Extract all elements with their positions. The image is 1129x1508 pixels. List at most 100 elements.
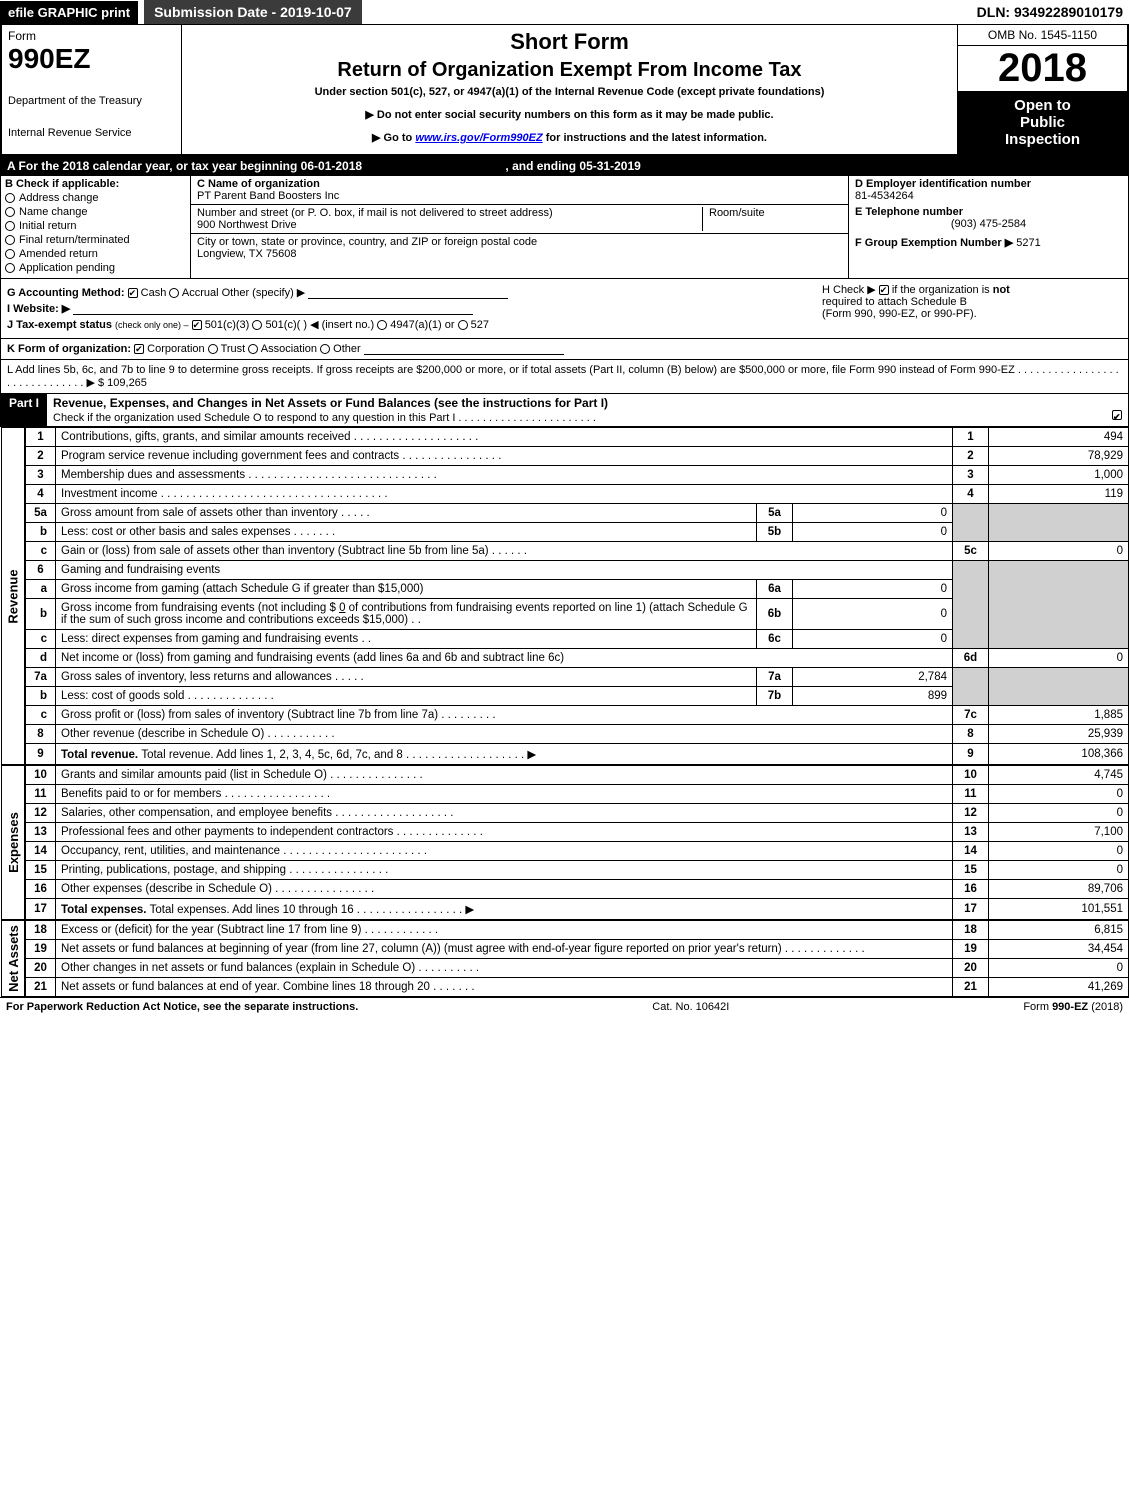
checkbox-icon[interactable] bbox=[5, 263, 15, 273]
checkbox-cash-icon[interactable] bbox=[128, 288, 138, 298]
line-sub: b bbox=[26, 523, 56, 542]
line-num: 20 bbox=[26, 959, 56, 978]
line-num: 9 bbox=[26, 744, 56, 765]
chk-name-change[interactable]: Name change bbox=[5, 206, 186, 218]
shaded-cell bbox=[989, 668, 1129, 706]
line-desc: Less: cost of goods sold . . . . . . . .… bbox=[56, 687, 757, 706]
line-box: 3 bbox=[953, 466, 989, 485]
phone-label: E Telephone number bbox=[855, 206, 1122, 218]
line-desc: Gross income from fundraising events (no… bbox=[56, 599, 757, 630]
website-input[interactable] bbox=[73, 303, 473, 315]
line-desc: Other expenses (describe in Schedule O) … bbox=[56, 880, 953, 899]
j-opt1: 501(c)(3) bbox=[205, 319, 250, 331]
other-specify-input[interactable] bbox=[308, 287, 508, 299]
line-15: 15Printing, publications, postage, and s… bbox=[26, 861, 1129, 880]
part1-header: Part I Revenue, Expenses, and Changes in… bbox=[0, 394, 1129, 427]
line-amt: 89,706 bbox=[989, 880, 1129, 899]
line-desc: Total revenue. Total revenue. Add lines … bbox=[56, 744, 953, 765]
chk-application-pending[interactable]: Application pending bbox=[5, 262, 186, 274]
line-amt: 0 bbox=[989, 542, 1129, 561]
chk-amended-return[interactable]: Amended return bbox=[5, 248, 186, 260]
line-box: 6d bbox=[953, 649, 989, 668]
ein-value: 81-4534264 bbox=[855, 190, 1122, 202]
line-num: 6 bbox=[26, 561, 56, 580]
i-label: I Website: ▶ bbox=[7, 303, 70, 315]
chk-final-return[interactable]: Final return/terminated bbox=[5, 234, 186, 246]
efile-print-tab[interactable]: efile GRAPHIC print bbox=[0, 1, 138, 24]
dept-irs: Internal Revenue Service bbox=[8, 127, 175, 139]
line-desc: Program service revenue including govern… bbox=[56, 447, 953, 466]
addr-row: Number and street (or P. O. box, if mail… bbox=[191, 205, 848, 234]
line-num: 3 bbox=[26, 466, 56, 485]
city-row: City or town, state or province, country… bbox=[191, 234, 848, 262]
line-box: 11 bbox=[953, 785, 989, 804]
chk-address-change[interactable]: Address change bbox=[5, 192, 186, 204]
page-footer: For Paperwork Reduction Act Notice, see … bbox=[0, 997, 1129, 1016]
k-other-input[interactable] bbox=[364, 343, 564, 355]
line-desc: Benefits paid to or for members . . . . … bbox=[56, 785, 953, 804]
chk-label: Initial return bbox=[19, 220, 76, 232]
line-desc: Other changes in net assets or fund bala… bbox=[56, 959, 953, 978]
line-20: 20Other changes in net assets or fund ba… bbox=[26, 959, 1129, 978]
checkbox-other-icon[interactable] bbox=[320, 344, 330, 354]
inner-box: 7b bbox=[757, 687, 793, 706]
footer-left: For Paperwork Reduction Act Notice, see … bbox=[6, 1001, 358, 1013]
net-assets-table: 18Excess or (deficit) for the year (Subt… bbox=[25, 920, 1129, 997]
checkbox-accrual-icon[interactable] bbox=[169, 288, 179, 298]
checkbox-corp-icon[interactable] bbox=[134, 344, 144, 354]
footer-right: Form 990-EZ (2018) bbox=[1023, 1001, 1123, 1013]
line-sub: c bbox=[26, 630, 56, 649]
checkbox-icon[interactable] bbox=[879, 285, 889, 295]
checkbox-527-icon[interactable] bbox=[458, 320, 468, 330]
header-right: OMB No. 1545-1150 2018 Open to Public In… bbox=[957, 25, 1127, 154]
line-desc: Gain or (loss) from sale of assets other… bbox=[56, 542, 953, 561]
checkbox-4947-icon[interactable] bbox=[377, 320, 387, 330]
org-name-row: C Name of organization PT Parent Band Bo… bbox=[191, 176, 848, 205]
instruction-line-1: ▶ Do not enter social security numbers o… bbox=[190, 108, 949, 121]
chk-label: Name change bbox=[19, 206, 88, 218]
net-assets-side-label: Net Assets bbox=[1, 920, 25, 997]
inner-amt: 0 bbox=[793, 599, 953, 630]
line-box: 16 bbox=[953, 880, 989, 899]
checkbox-trust-icon[interactable] bbox=[208, 344, 218, 354]
line-desc: Contributions, gifts, grants, and simila… bbox=[56, 428, 953, 447]
checkbox-icon[interactable] bbox=[5, 235, 15, 245]
checkbox-501c-icon[interactable] bbox=[252, 320, 262, 330]
checkbox-icon[interactable] bbox=[5, 249, 15, 259]
line-box: 1 bbox=[953, 428, 989, 447]
checkbox-icon[interactable] bbox=[5, 207, 15, 217]
part1-checkbox-icon[interactable] bbox=[1112, 410, 1122, 420]
revenue-label-text: Revenue bbox=[6, 569, 21, 623]
section-b: B Check if applicable: Address change Na… bbox=[1, 176, 191, 278]
line-sub: b bbox=[26, 599, 56, 630]
footer-mid: Cat. No. 10642I bbox=[652, 1001, 729, 1013]
line-box: 10 bbox=[953, 766, 989, 785]
checkbox-icon[interactable] bbox=[5, 221, 15, 231]
form-label: Form bbox=[8, 29, 175, 43]
line-desc: Net assets or fund balances at end of ye… bbox=[56, 978, 953, 997]
irs-link[interactable]: www.irs.gov/Form990EZ bbox=[415, 132, 542, 144]
j-opt2: 501(c)( ) bbox=[265, 319, 307, 331]
group-exemption-value: 5271 bbox=[1016, 237, 1040, 249]
line-num: 16 bbox=[26, 880, 56, 899]
revenue-section: Revenue 1Contributions, gifts, grants, a… bbox=[24, 427, 1129, 765]
checkbox-icon[interactable] bbox=[5, 193, 15, 203]
net-assets-label-text: Net Assets bbox=[6, 925, 21, 992]
line-6: 6Gaming and fundraising events bbox=[26, 561, 1129, 580]
k-label: K Form of organization: bbox=[7, 343, 131, 355]
checkbox-501c3-icon[interactable] bbox=[192, 320, 202, 330]
part1-label: Part I bbox=[1, 394, 47, 426]
inner-amt: 0 bbox=[793, 504, 953, 523]
line-box: 21 bbox=[953, 978, 989, 997]
line-9: 9Total revenue. Total revenue. Add lines… bbox=[26, 744, 1129, 765]
chk-initial-return[interactable]: Initial return bbox=[5, 220, 186, 232]
line-amt: 41,269 bbox=[989, 978, 1129, 997]
line-13: 13Professional fees and other payments t… bbox=[26, 823, 1129, 842]
line-num: 14 bbox=[26, 842, 56, 861]
line-sub: b bbox=[26, 687, 56, 706]
line-amt: 119 bbox=[989, 485, 1129, 504]
line-num: 10 bbox=[26, 766, 56, 785]
shaded-cell bbox=[953, 668, 989, 706]
checkbox-assoc-icon[interactable] bbox=[248, 344, 258, 354]
line-desc: Less: direct expenses from gaming and fu… bbox=[56, 630, 757, 649]
